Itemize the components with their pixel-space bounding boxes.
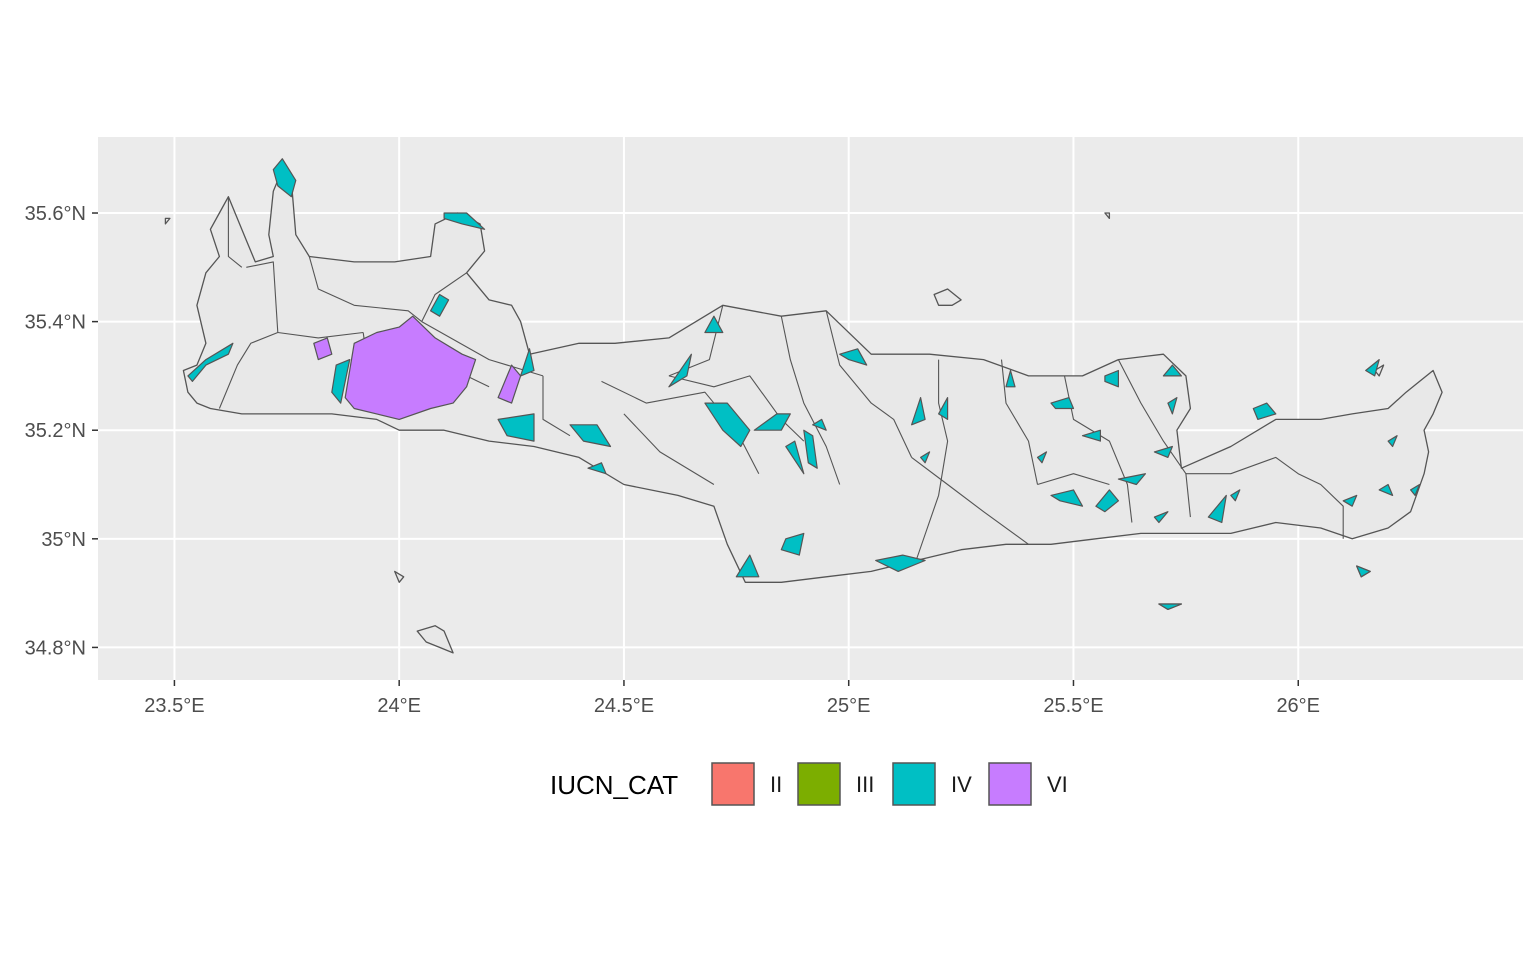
x-tick-label: 25.5°E xyxy=(1043,695,1103,717)
land-islet-east xyxy=(1374,364,1385,377)
legend-label: IV xyxy=(951,772,972,797)
legend-key-vi xyxy=(988,762,1032,806)
protected-area-iv xyxy=(839,348,868,366)
protected-area-iv xyxy=(1036,451,1048,464)
protected-area-iv xyxy=(1356,565,1371,578)
land-islet-north xyxy=(1104,212,1111,220)
protected-area-iv xyxy=(1158,603,1183,611)
legend-label: VI xyxy=(1047,772,1068,797)
x-tick-label: 24°E xyxy=(377,695,421,717)
boundary-line xyxy=(308,256,423,323)
protected-area-iv xyxy=(1409,483,1421,496)
protected-area-iv xyxy=(875,554,926,573)
boundary-line xyxy=(1117,359,1191,518)
x-tick-label: 26°E xyxy=(1276,695,1320,717)
protected-area-iv xyxy=(668,353,693,388)
boundary-line xyxy=(825,310,913,458)
protected-area-iv xyxy=(1095,489,1120,513)
protected-area-iv xyxy=(1207,494,1227,524)
protected-area-iv xyxy=(1005,369,1016,388)
protected-area-iv xyxy=(1153,445,1174,458)
protected-area-iv xyxy=(1162,364,1183,377)
protected-area-iv xyxy=(785,440,805,475)
legend-key-iv xyxy=(892,762,936,806)
boundary-line xyxy=(623,413,715,485)
legend-label: II xyxy=(770,772,782,797)
protected-area-vi xyxy=(344,315,477,420)
boundary-line xyxy=(1000,359,1039,485)
boundary-line xyxy=(601,380,760,474)
protected-area-iv xyxy=(735,554,760,578)
protected-area-iv xyxy=(587,462,607,475)
land-islet-west xyxy=(164,217,171,225)
y-tick-label: 34.8°N xyxy=(25,637,86,659)
y-tick-label: 35°N xyxy=(41,529,86,551)
protected-area-iv xyxy=(519,348,535,377)
boundary-line xyxy=(246,261,279,333)
boundary-line xyxy=(218,331,279,409)
protected-area-iv xyxy=(569,424,612,448)
protected-area-iv xyxy=(1252,402,1277,420)
protected-area-iv xyxy=(910,397,926,426)
legend-key-iii xyxy=(797,762,841,806)
protected-area-iv xyxy=(803,429,818,469)
y-tick-label: 35.4°N xyxy=(25,312,86,334)
protected-area-iv xyxy=(430,293,450,317)
protected-area-iv xyxy=(704,402,751,448)
boundary-line xyxy=(542,375,571,437)
boundary-line xyxy=(780,316,841,485)
land-gavdos xyxy=(416,625,454,654)
protected-area-iv xyxy=(1153,511,1169,524)
protected-area-iv xyxy=(1230,489,1241,502)
land-gavdopoula xyxy=(394,570,405,583)
protected-area-iv xyxy=(443,212,486,230)
protected-area-iv xyxy=(1378,483,1394,496)
protected-area-iv xyxy=(937,397,949,420)
legend-key-ii xyxy=(711,762,755,806)
protected-area-iv xyxy=(1050,489,1084,507)
protected-area-iv xyxy=(812,418,827,431)
protected-area-iv xyxy=(753,413,791,431)
land-dia xyxy=(933,288,962,306)
protected-area-iv xyxy=(272,158,297,198)
boundary-line xyxy=(421,272,467,322)
protected-area-iv xyxy=(780,532,805,556)
y-tick-label: 35.6°N xyxy=(25,203,86,225)
protected-area-iv xyxy=(1081,429,1102,442)
x-tick-label: 23.5°E xyxy=(144,695,204,717)
protected-area-iv xyxy=(1365,359,1380,377)
legend-label: III xyxy=(856,772,874,797)
boundary-line xyxy=(277,331,364,339)
protected-area-iv xyxy=(1387,435,1398,448)
protected-area-iv xyxy=(1167,397,1178,415)
protected-area-iv xyxy=(1050,397,1075,410)
protected-areas xyxy=(187,158,1421,611)
protected-area-iv xyxy=(187,342,234,382)
protected-area-iv xyxy=(1117,473,1147,486)
protected-area-iv xyxy=(704,315,724,334)
x-tick-label: 25°E xyxy=(827,695,871,717)
boundary-line xyxy=(911,456,1029,545)
protected-area-iv xyxy=(1104,369,1120,388)
protected-area-iv xyxy=(331,359,351,404)
protected-area-iv xyxy=(497,413,535,442)
x-tick-label: 24.5°E xyxy=(594,695,654,717)
y-tick-label: 35.2°N xyxy=(25,420,86,442)
protected-area-vi xyxy=(313,337,333,361)
boundary-line xyxy=(1185,456,1344,539)
legend-title: IUCN_CAT xyxy=(550,770,678,800)
legend: IUCN_CAT II III IV VI xyxy=(550,762,1068,806)
protected-area-iv xyxy=(1342,494,1358,507)
boundary-line xyxy=(227,196,243,268)
axes: 23.5°E 24°E 24.5°E 25°E 25.5°E 26°E 35.6°N 35.4… xyxy=(25,203,1320,717)
boundary-line xyxy=(915,359,949,561)
boundary-line xyxy=(668,375,805,442)
boundary-line xyxy=(1037,473,1110,486)
protected-area-iv xyxy=(919,451,931,464)
